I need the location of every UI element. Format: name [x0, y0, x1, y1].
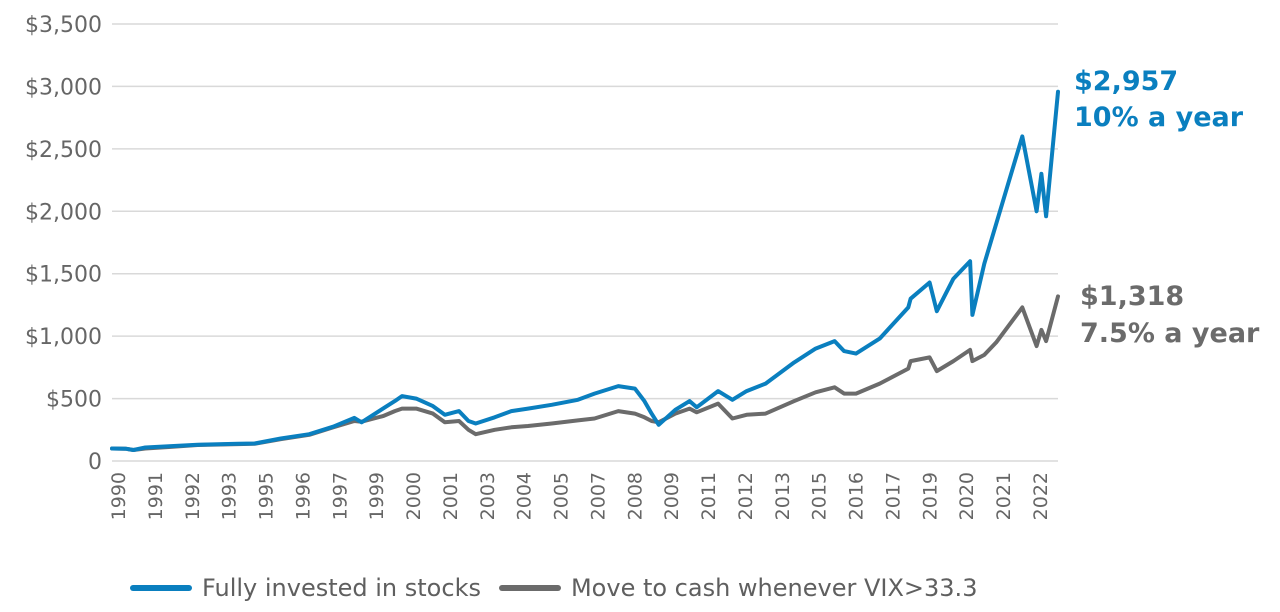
x-tick-label: 2009 — [661, 472, 683, 520]
x-tick-label: 2000 — [403, 472, 425, 520]
legend-swatch-fully-invested — [130, 585, 192, 591]
y-tick-label: $2,000 — [25, 200, 102, 225]
gridlines — [112, 23, 1058, 462]
legend-swatch-vix-cash — [498, 585, 561, 591]
x-tick-label: 1991 — [145, 472, 167, 520]
x-tick-label: 2021 — [993, 472, 1015, 520]
x-tick-label: 2003 — [477, 472, 499, 520]
end-labels: $2,957 10% a year $1,318 7.5% a year — [1074, 66, 1260, 349]
end-value-label: $2,957 — [1074, 66, 1178, 97]
y-tick-label: $3,500 — [25, 13, 102, 38]
chart: 0 $500 $1,000 $1,500 $2,000 $2,500 $3,000 $3,50… — [25, 13, 1260, 520]
legend-item-vix-cash: Move to cash whenever VIX>33.3 — [498, 574, 978, 602]
x-axis: 1990 1991 1992 1993 1995 1996 1997 1999 2000 2001… — [108, 472, 1052, 520]
x-tick-label: 1995 — [256, 472, 278, 520]
y-tick-label: $1,000 — [25, 325, 102, 350]
x-tick-label: 1992 — [182, 472, 204, 520]
series-line-1 — [110, 294, 1060, 452]
y-tick-label: $3,000 — [25, 75, 102, 100]
end-value-label: $1,318 — [1080, 281, 1184, 312]
legend-label-fully-invested: Fully invested in stocks — [202, 574, 481, 602]
x-tick-label: 2012 — [735, 472, 757, 520]
legend: Fully invested in stocks Move to cash wh… — [130, 574, 995, 602]
y-tick-label: $2,500 — [25, 138, 102, 163]
y-tick-label: 0 — [88, 450, 102, 475]
x-tick-label: 1997 — [329, 472, 351, 520]
series-line-0 — [110, 89, 1060, 452]
x-tick-label: 2004 — [514, 472, 536, 520]
y-axis: 0 $500 $1,000 $1,500 $2,000 $2,500 $3,000 $3,50… — [25, 13, 102, 475]
x-tick-label: 2022 — [1030, 472, 1052, 520]
legend-item-fully-invested: Fully invested in stocks — [130, 574, 481, 602]
x-tick-label: 2011 — [698, 472, 720, 520]
x-tick-label: 2013 — [772, 472, 794, 520]
x-tick-label: 2015 — [809, 472, 831, 520]
x-tick-label: 1999 — [366, 472, 388, 520]
x-tick-label: 2005 — [551, 472, 573, 520]
series-lines — [110, 89, 1060, 452]
x-tick-label: 2008 — [624, 472, 646, 520]
x-tick-label: 1993 — [219, 472, 241, 520]
x-tick-label: 2007 — [587, 472, 609, 520]
end-rate-label: 10% a year — [1074, 102, 1244, 133]
x-tick-label: 2016 — [846, 472, 868, 520]
x-tick-label: 2001 — [440, 472, 462, 520]
x-tick-label: 1996 — [292, 472, 314, 520]
x-tick-label: 2020 — [956, 472, 978, 520]
end-rate-label: 7.5% a year — [1080, 318, 1260, 349]
legend-label-vix-cash: Move to cash whenever VIX>33.3 — [570, 574, 978, 602]
x-tick-label: 1990 — [108, 472, 130, 520]
x-tick-label: 2017 — [882, 472, 904, 520]
x-tick-label: 2019 — [919, 472, 941, 520]
y-tick-label: $500 — [46, 388, 102, 413]
y-tick-label: $1,500 — [25, 263, 102, 288]
